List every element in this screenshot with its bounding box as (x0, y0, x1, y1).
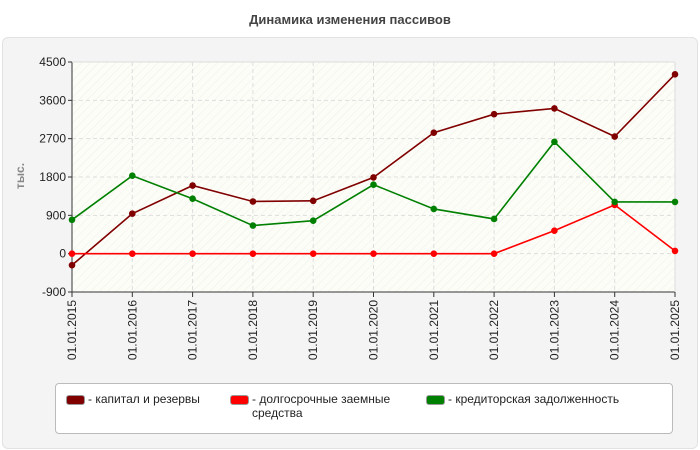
x-tick-label: 01.01.2024 (608, 300, 622, 360)
data-point (249, 198, 257, 205)
data-point (490, 110, 498, 118)
legend-label: - капитал и резервы (88, 392, 200, 406)
data-point (129, 250, 136, 257)
data-point (671, 247, 679, 255)
data-point (370, 174, 377, 181)
legend-item-payables[interactable]: - кредиторская задолженность (426, 392, 619, 406)
data-point (490, 250, 498, 257)
data-point (189, 182, 196, 189)
x-tick-label: 01.01.2025 (668, 300, 682, 360)
legend-swatch (426, 395, 445, 405)
data-point (551, 105, 558, 112)
data-point (68, 261, 76, 269)
data-point (611, 198, 618, 206)
legend-label: - долгосрочные заемные средства (252, 392, 391, 420)
x-tick-label: 01.01.2023 (547, 300, 561, 360)
data-point (611, 133, 618, 140)
data-point (68, 216, 76, 224)
x-tick-label: 01.01.2015 (65, 300, 79, 360)
y-tick-label: 1800 (39, 170, 66, 184)
data-point (490, 215, 498, 223)
y-tick-label: -900 (42, 285, 66, 299)
data-point (129, 172, 136, 180)
y-tick-label: 2700 (39, 132, 66, 146)
y-axis-label: тыс. (13, 163, 27, 189)
legend-swatch (230, 395, 249, 405)
y-tick-label: 0 (59, 247, 66, 261)
data-point (370, 250, 377, 257)
y-tick-label: 900 (46, 208, 66, 222)
y-tick-label: 4500 (39, 55, 66, 69)
legend-label: - кредиторская задолженность (448, 392, 620, 406)
data-point (309, 250, 317, 257)
data-point (68, 250, 76, 257)
data-point (671, 71, 679, 78)
x-tick-label: 01.01.2018 (246, 300, 260, 360)
data-point (249, 222, 257, 229)
data-point (430, 205, 438, 213)
y-tick-label: 3600 (39, 93, 66, 107)
data-point (370, 181, 377, 188)
data-point (309, 217, 317, 224)
data-point (430, 129, 438, 137)
x-tick-label: 01.01.2022 (487, 300, 501, 360)
x-tick-label: 01.01.2021 (427, 300, 441, 360)
data-point (249, 250, 257, 257)
data-point (189, 195, 196, 203)
legend: - капитал и резервы - долгосрочные заемн… (55, 383, 673, 434)
x-tick-label: 01.01.2019 (306, 300, 320, 360)
data-point (430, 250, 438, 257)
legend-item-longterm-loans[interactable]: - долгосрочные заемные средства (230, 392, 412, 420)
data-point (671, 198, 679, 206)
data-point (129, 210, 136, 217)
chart-title: Динамика изменения пассивов (249, 12, 451, 27)
x-tick-label: 01.01.2016 (125, 300, 139, 360)
x-tick-label: 01.01.2020 (367, 300, 381, 360)
data-point (189, 250, 196, 257)
legend-swatch (66, 395, 85, 405)
data-point (551, 138, 558, 146)
legend-item-capital[interactable]: - капитал и резервы (66, 392, 200, 406)
data-point (551, 227, 558, 234)
x-tick-label: 01.01.2017 (186, 300, 200, 360)
data-point (309, 197, 317, 205)
